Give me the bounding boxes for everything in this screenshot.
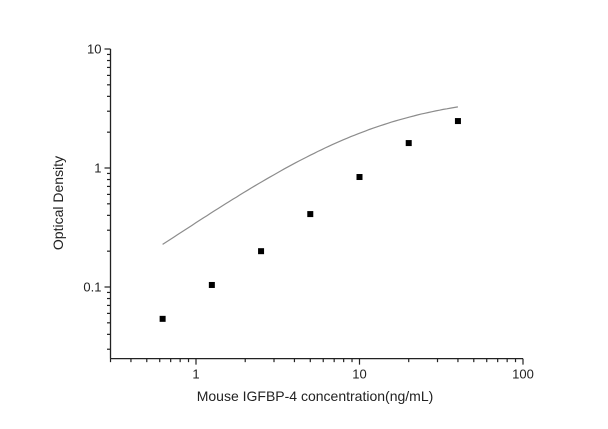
x-tick-label: 1: [192, 367, 199, 382]
y-tick-label: 10: [87, 42, 101, 57]
data-point: [208, 281, 215, 288]
y-tick-label: 0.1: [83, 280, 101, 295]
data-point: [258, 248, 265, 255]
data-point: [307, 211, 314, 218]
x-tick-label: 100: [512, 367, 534, 382]
axes: [104, 48, 524, 365]
y-tick-label: 1: [94, 161, 101, 176]
x-tick-labels: 1 10 100: [192, 367, 533, 382]
data-points: [159, 118, 461, 322]
y-axis-title: Optical Density: [50, 156, 66, 250]
data-point: [454, 118, 461, 125]
data-point: [159, 315, 166, 322]
x-tick-label: 10: [352, 367, 366, 382]
y-tick-labels: 0.1 1 10: [83, 42, 101, 295]
fit-curve: [162, 106, 458, 245]
data-point: [405, 140, 412, 147]
data-point: [356, 174, 363, 181]
x-axis-title: Mouse IGFBP-4 concentration(ng/mL): [197, 388, 434, 404]
